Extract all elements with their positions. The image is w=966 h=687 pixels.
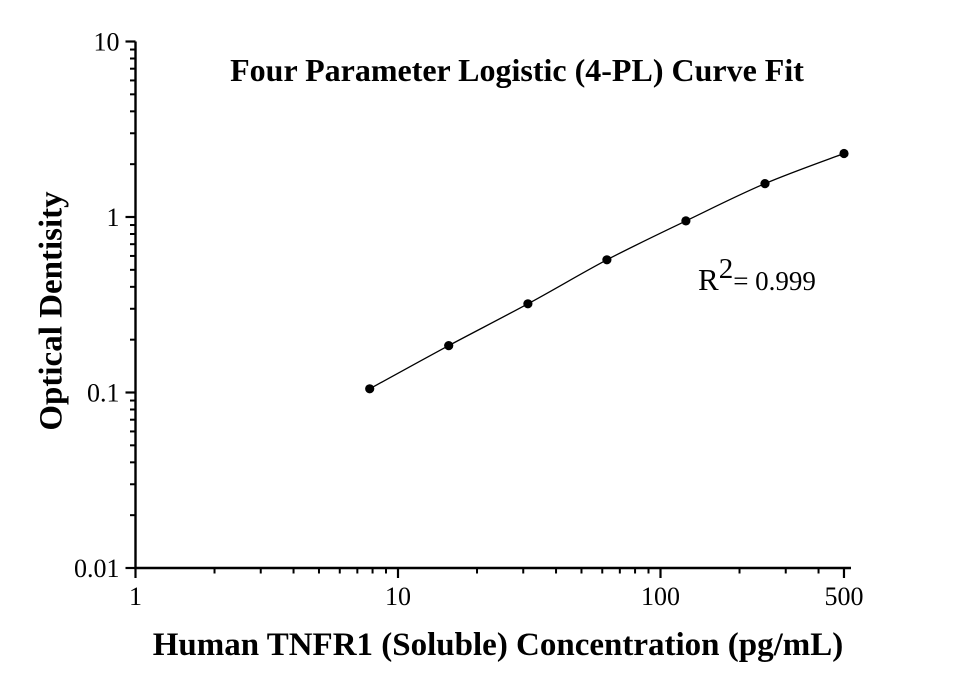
data-point <box>839 148 849 159</box>
data-point <box>760 179 770 189</box>
data-point <box>523 299 533 309</box>
data-point <box>365 384 375 394</box>
r-squared-base: R <box>698 262 719 297</box>
data-point <box>602 255 612 265</box>
x-tick-label: 500 <box>824 582 863 611</box>
y-tick-label: 0.01 <box>74 554 120 583</box>
data-point <box>681 216 691 226</box>
r-squared-value: = 0.999 <box>733 266 816 296</box>
data-point <box>444 341 454 351</box>
chart-title: Four Parameter Logistic (4-PL) Curve Fit <box>230 52 804 88</box>
x-axis-label: Human TNFR1 (Soluble) Concentration (pg/… <box>152 627 844 663</box>
x-tick-label: 100 <box>641 582 680 611</box>
r-squared-annotation: R2= 0.999 <box>698 253 816 297</box>
r-squared-superscript: 2 <box>718 253 734 285</box>
y-tick-label: 1 <box>107 203 120 232</box>
x-tick-label: 10 <box>385 582 411 611</box>
x-tick-label: 1 <box>129 582 142 611</box>
axis-spines <box>134 41 851 570</box>
y-tick-label: 0.1 <box>87 379 120 408</box>
y-axis-label: Optical Dentisity <box>33 191 70 431</box>
y-tick-label: 10 <box>94 28 120 57</box>
